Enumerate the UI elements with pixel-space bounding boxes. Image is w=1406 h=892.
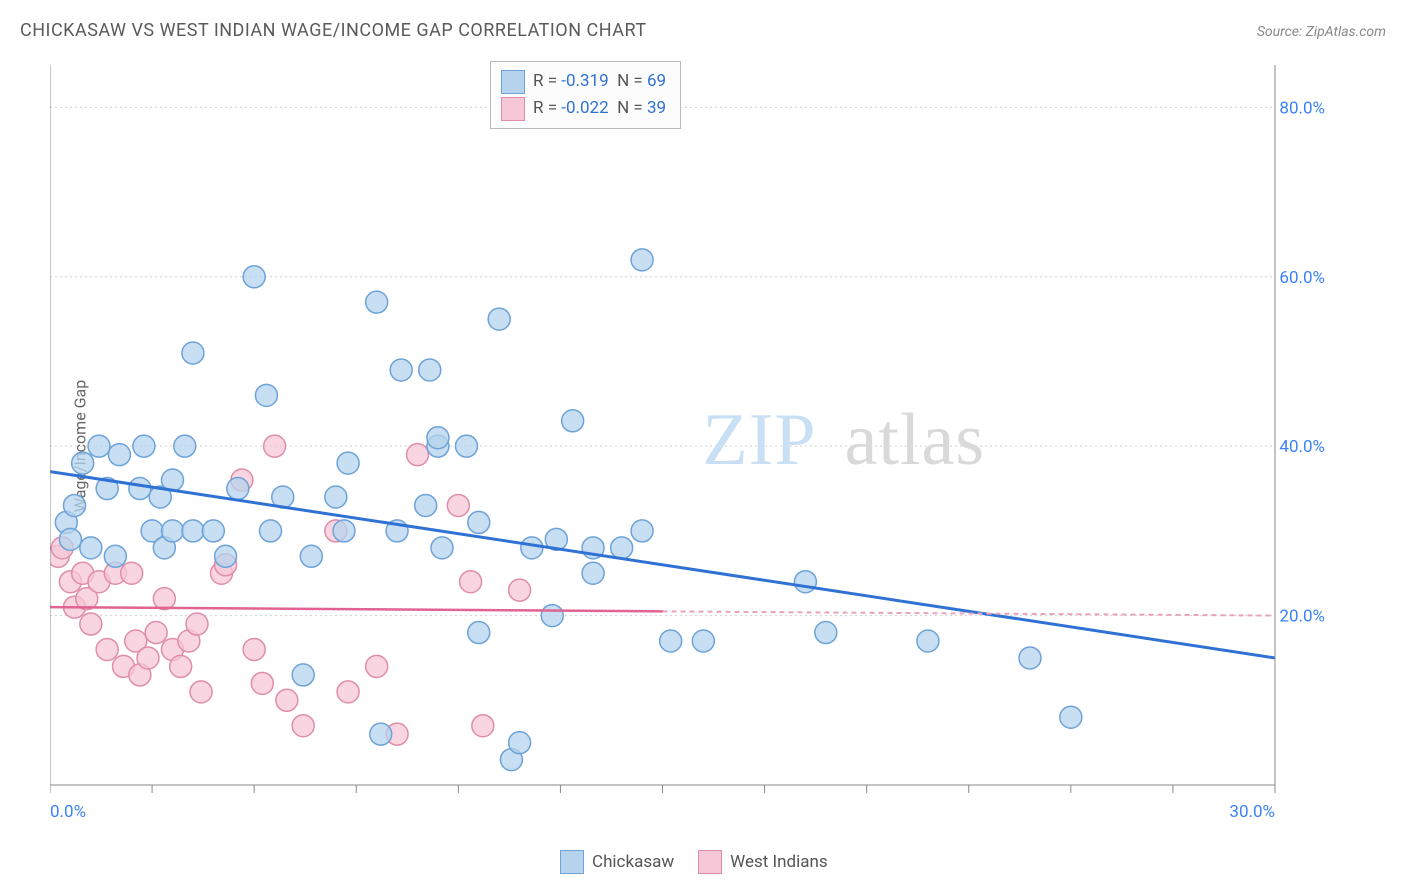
svg-text:20.0%: 20.0% (1279, 607, 1325, 627)
legend-swatch-icon (698, 850, 722, 874)
series-legend: Chickasaw West Indians (560, 850, 828, 874)
series-legend-label: West Indians (730, 852, 828, 872)
svg-text:60.0%: 60.0% (1279, 268, 1325, 288)
svg-text:40.0%: 40.0% (1279, 437, 1325, 457)
svg-text:0.0%: 0.0% (50, 802, 86, 822)
legend-row: R = -0.022 N = 39 (501, 95, 666, 122)
legend-swatch-icon (501, 97, 525, 121)
svg-text:ZIP: ZIP (703, 399, 817, 481)
chart-plot-area: ZIP atlas 0.0% 30.0% 20.0% 40.0% 60.0% 80.0% R … (50, 55, 1330, 825)
svg-text:30.0%: 30.0% (1229, 802, 1275, 822)
legend-swatch-icon (501, 70, 525, 94)
legend-text: R = -0.022 N = 39 (533, 95, 666, 122)
legend-swatch-icon (560, 850, 584, 874)
legend-row: R = -0.319 N = 69 (501, 68, 666, 95)
legend-text: R = -0.319 N = 69 (533, 68, 666, 95)
series-legend-item: West Indians (698, 850, 828, 874)
chart-source: Source: ZipAtlas.com (1257, 24, 1386, 40)
scatter-chart-svg: ZIP atlas 0.0% 30.0% 20.0% 40.0% 60.0% 80.0% (50, 55, 1330, 825)
svg-text:atlas: atlas (845, 399, 986, 481)
chart-title: CHICKASAW VS WEST INDIAN WAGE/INCOME GAP… (20, 20, 647, 41)
svg-text:80.0%: 80.0% (1279, 98, 1325, 118)
chart-header: CHICKASAW VS WEST INDIAN WAGE/INCOME GAP… (20, 20, 1386, 41)
series-legend-item: Chickasaw (560, 850, 674, 874)
correlation-legend: R = -0.319 N = 69R = -0.022 N = 39 (490, 61, 681, 129)
series-legend-label: Chickasaw (592, 852, 674, 872)
